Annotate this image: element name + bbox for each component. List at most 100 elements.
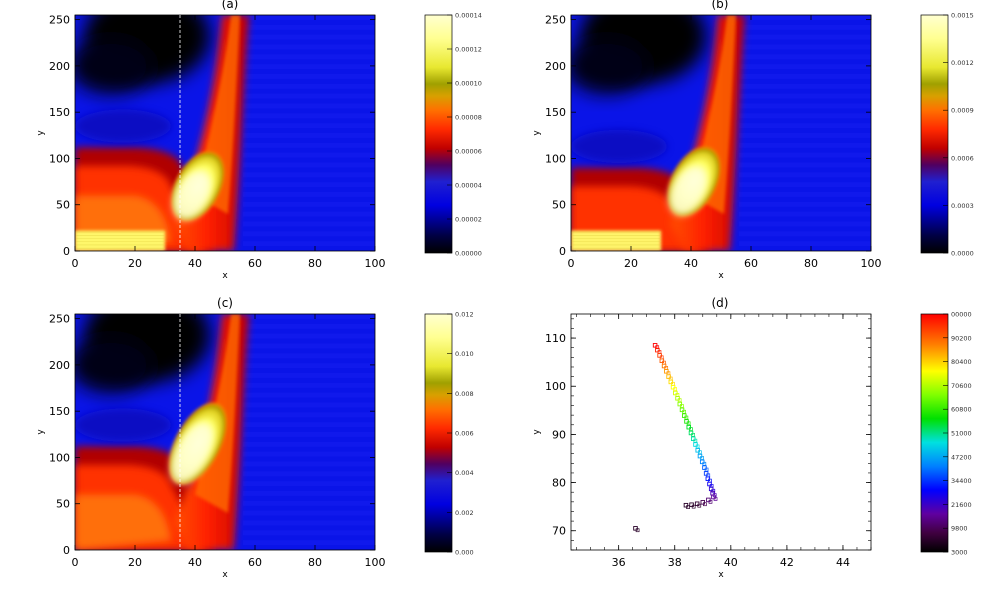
- y-tick-label: 150: [49, 405, 70, 418]
- x-tick-label: 100: [861, 257, 882, 270]
- heatmap-band: [243, 172, 375, 178]
- y-axis-label: y: [36, 429, 46, 435]
- x-tick-label: 38: [668, 556, 682, 569]
- heatmap-shoulder: [75, 109, 171, 143]
- colorbar-tick-label: 21600: [951, 501, 972, 509]
- colorbar: 0.0000 0.0003 0.0006 0.0009 0.0012 0.0015: [920, 12, 974, 258]
- heatmap-peak-core: [170, 422, 214, 484]
- x-tick-label: 20: [624, 257, 638, 270]
- heatmap-band: [243, 392, 375, 398]
- data-point: [691, 433, 695, 437]
- heatmap-base-strip: [571, 230, 661, 251]
- heatmap-band: [739, 152, 871, 158]
- x-tick-label: 44: [836, 556, 850, 569]
- data-point: [697, 450, 702, 455]
- data-point: [689, 502, 694, 507]
- data-point: [694, 501, 700, 507]
- heatmap-dark-region: [571, 37, 649, 95]
- data-point: [693, 442, 698, 447]
- heatmap-band: [243, 540, 375, 546]
- x-axis-label: x: [718, 271, 724, 281]
- heatmap-band: [243, 142, 375, 148]
- y-tick-label: 150: [49, 106, 70, 119]
- heatmap-band: [243, 422, 375, 428]
- heatmap-band: [739, 24, 871, 30]
- data-point: [700, 456, 704, 460]
- x-tick-label: 40: [724, 556, 738, 569]
- heatmap-band: [739, 211, 871, 217]
- data-point: [695, 448, 700, 453]
- y-axis-label: y: [36, 130, 46, 136]
- data-point: [684, 415, 689, 420]
- heatmap-band: [739, 192, 871, 197]
- colorbar-tick-label: 0.010: [455, 350, 474, 358]
- heatmap-band: [243, 363, 375, 369]
- heatmap-band: [243, 103, 375, 109]
- data-point: [666, 374, 671, 379]
- y-tick-label: 100: [49, 152, 70, 165]
- data-point: [711, 494, 716, 500]
- data-point: [682, 413, 687, 418]
- heatmap-field: [75, 314, 375, 550]
- plot-frame: [74, 313, 376, 551]
- x-tick-label: 80: [308, 257, 322, 270]
- heatmap-band: [243, 441, 375, 447]
- heatmap-band: [243, 34, 375, 40]
- x-tick-label: 42: [780, 556, 794, 569]
- colorbar-tick-label: 9800: [951, 525, 968, 533]
- heatmap-band: [739, 133, 871, 138]
- data-point: [686, 505, 690, 509]
- y-tick-label: 0: [63, 544, 70, 557]
- heatmap-field: [75, 15, 375, 251]
- data-point: [677, 401, 683, 407]
- colorbar-tick-label: 0.0015: [951, 12, 974, 20]
- data-point: [690, 436, 696, 441]
- colorbar: 3000 9800 21600 34400 47200 51000 60800 70600 80…: [920, 311, 972, 557]
- heatmap-band: [243, 123, 375, 129]
- colorbar: 0.000 0.002 0.004 0.006 0.008 0.010 0.012: [424, 311, 474, 557]
- heatmap-band: [739, 44, 871, 50]
- x-tick-label: 40: [684, 257, 698, 270]
- data-point: [697, 453, 703, 459]
- data-point: [711, 488, 716, 493]
- heatmap-band: [243, 343, 375, 349]
- data-point: [703, 502, 707, 507]
- x-tick-label: 80: [804, 257, 818, 270]
- y-tick-label: 80: [552, 477, 566, 490]
- colorbar-tick-label: 0.008: [455, 390, 474, 398]
- data-point: [652, 343, 658, 348]
- colorbar-tick-label: 0.00010: [455, 80, 482, 88]
- heatmap-band: [243, 491, 375, 496]
- heatmap-band: [243, 133, 375, 138]
- data-point: [699, 459, 705, 465]
- colorbar-tick-label: 00000: [951, 311, 972, 319]
- heatmap-shoulder: [571, 129, 667, 163]
- data-point: [657, 353, 662, 358]
- colorbar-tick-label: 0.0006: [951, 154, 974, 162]
- y-tick-label: 50: [56, 199, 70, 212]
- data-point: [713, 497, 718, 501]
- y-tick-label: 200: [49, 60, 70, 73]
- y-tick-label: 200: [49, 359, 70, 372]
- heatmap-band: [739, 172, 871, 178]
- data-point: [664, 369, 669, 374]
- axes: 0 20 40 60 80 100 0 50 100 150 200 250 x y (b): [532, 0, 882, 281]
- colorbar-tick-label: 0.00006: [455, 148, 482, 156]
- colorbar-tick-label: 0.0000: [951, 250, 974, 258]
- y-tick-label: 110: [545, 332, 566, 345]
- heatmap-band: [243, 182, 375, 188]
- data-point: [702, 465, 707, 470]
- x-tick-label: 36: [612, 556, 626, 569]
- heatmap-band: [243, 481, 375, 487]
- heatmap-band: [739, 15, 871, 20]
- data-point: [635, 528, 640, 533]
- y-tick-label: 250: [49, 313, 70, 326]
- colorbar-tick-label: 0.0012: [951, 59, 974, 67]
- data-point: [673, 387, 678, 391]
- colorbar-tick-label: 0.012: [455, 311, 474, 319]
- data-point: [708, 499, 713, 504]
- heatmap-band: [243, 510, 375, 516]
- chart-panel-2: 0 20 40 60 80 100050100150200250xy(b)0.00000.…: [532, 0, 974, 281]
- colorbar-tick-label: 0.0009: [951, 107, 974, 115]
